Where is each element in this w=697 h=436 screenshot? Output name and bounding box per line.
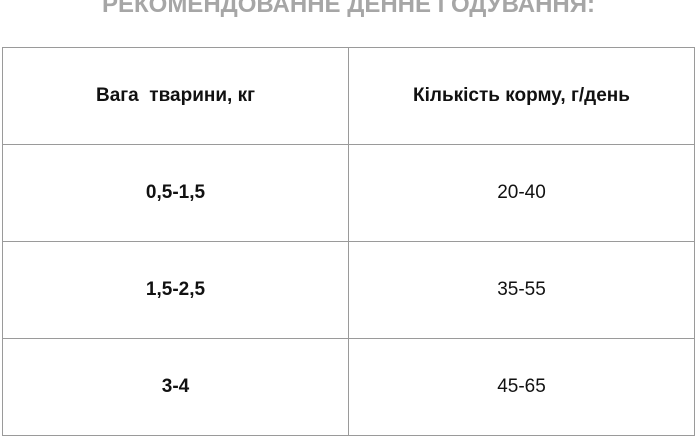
table-row: 1,5-2,5 35-55 <box>2 241 695 339</box>
column-header: Вага тварини, кг <box>2 47 349 145</box>
column-header: Кількість корму, г/день <box>348 47 695 145</box>
table-body: Вага тварини, кг Кількість корму, г/день 0… <box>2 47 695 436</box>
table-cell: 1,5-2,5 <box>2 241 349 339</box>
table-cell: 45-65 <box>348 338 695 436</box>
table-row: 0,5-1,5 20-40 <box>2 144 695 242</box>
table-cell: 0,5-1,5 <box>2 144 349 242</box>
table-cell: 3-4 <box>2 338 349 436</box>
table-cell: 35-55 <box>348 241 695 339</box>
title: РЕКОМЕНДОВАННЕ ДЕННЕ ГОДУВАННЯ: <box>101 0 596 18</box>
table-cell: 20-40 <box>348 144 695 242</box>
feeding-table: Вага тварини, кг Кількість корму, г/день 0… <box>2 47 695 436</box>
header-row: Вага тварини, кг Кількість корму, г/день <box>2 47 695 145</box>
table-row: 3-4 45-65 <box>2 338 695 436</box>
